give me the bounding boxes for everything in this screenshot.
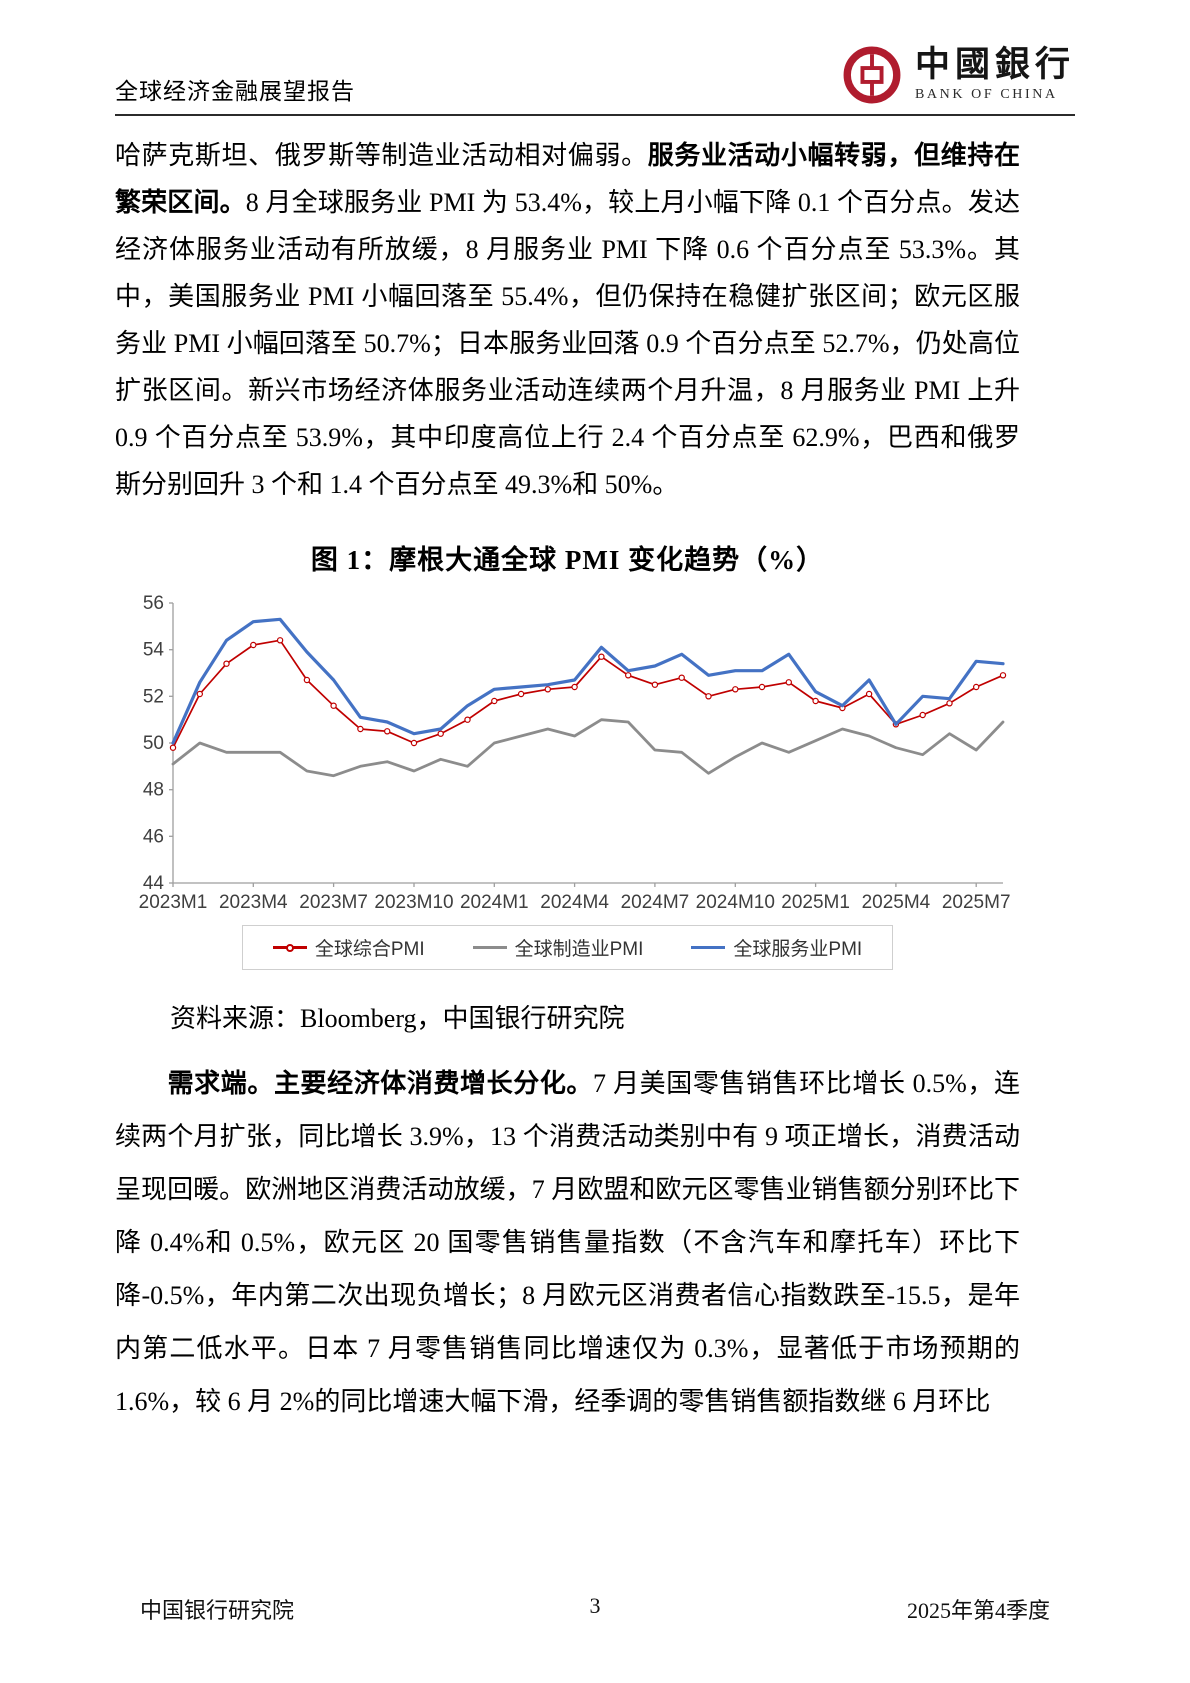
text-run-bold: 服务业活动小幅转弱，但维持在繁荣区间。 [115,140,1020,217]
legend-item: 全球服务业PMI [691,934,862,961]
legend-line-swatch [472,946,507,949]
svg-text:50: 50 [142,733,163,754]
figure-title: 图 1：摩根大通全球 PMI 变化趋势（%） [310,545,825,575]
text-run: 哈萨克斯坦、俄罗斯等制造业活动相对偏弱。 [115,141,648,170]
boc-emblem-icon [839,42,905,108]
legend-line-swatch [272,943,307,952]
pmi-chart-figure: 44 46 48 50 52 54 56 2023M1 2023M4 2023M7 2023M10 2… [115,591,1020,970]
text-run: 8 月全球服务业 PMI 为 53.4%，较上月小幅下降 0.1 个百分点。发达… [115,188,1020,499]
page-number: 3 [589,1593,601,1618]
body-paragraph-2: 需求端。主要经济体消费增长分化。7 月美国零售销售环比增长 0.5%，连续两个月… [115,1057,1020,1428]
logo-en-name: BANK OF CHINA [914,86,1058,102]
svg-text:46: 46 [142,826,163,847]
svg-text:2024M10: 2024M10 [695,892,774,913]
boc-logo: 中國銀行 BANK OF CHINA [839,42,1075,108]
legend-item: 全球制造业PMI [472,934,644,961]
boc-logo-text: 中國銀行 BANK OF CHINA [914,45,1075,103]
body-paragraph-1: 哈萨克斯坦、俄罗斯等制造业活动相对偏弱。服务业活动小幅转弱，但维持在繁荣区间。8… [115,132,1020,508]
svg-text:56: 56 [142,593,163,614]
legend-label: 全球制造业PMI [514,939,644,960]
legend-line-swatch [691,946,726,949]
svg-text:52: 52 [142,686,163,707]
legend-label: 全球服务业PMI [733,939,863,960]
report-title: 全球经济金融展望报告 [115,79,355,104]
svg-text:2024M4: 2024M4 [540,892,609,913]
footer-institute: 中国银行研究院 [140,1598,295,1623]
page-footer: 中国银行研究院 3 2025年第4季度 [0,1593,1190,1625]
chart-legend: 全球综合PMI 全球制造业PMI 全球服务业PMI [241,925,894,970]
logo-cn-name: 中國銀行 [914,45,1075,85]
svg-text:2025M7: 2025M7 [941,892,1010,913]
text-run-bold: 需求端。主要经济体消费增长分化。 [167,1068,593,1098]
legend-label: 全球综合PMI [314,939,425,960]
svg-text:2025M1: 2025M1 [781,892,850,913]
svg-text:2024M7: 2024M7 [620,892,689,913]
page-header: 全球经济金融展望报告 中國銀行 BANK OF CHINA [115,0,1075,116]
text-run: 7 月美国零售销售环比增长 0.5%，连续两个月扩张，同比增长 3.9%，13 … [115,1069,1020,1416]
legend-marker-icon [285,943,294,952]
svg-text:54: 54 [142,640,164,661]
page-content: 哈萨克斯坦、俄罗斯等制造业活动相对偏弱。服务业活动小幅转弱，但维持在繁荣区间。8… [115,132,1020,1428]
svg-text:44: 44 [142,873,164,894]
svg-text:2024M1: 2024M1 [459,892,528,913]
footer-issue: 2025年第4季度 [906,1598,1050,1623]
svg-text:2023M4: 2023M4 [218,892,287,913]
figure-source: 资料来源：Bloomberg，中国银行研究院 [170,1004,625,1033]
legend-item: 全球综合PMI [272,934,425,961]
svg-text:2025M4: 2025M4 [861,892,930,913]
svg-text:48: 48 [142,780,163,801]
svg-text:2023M1: 2023M1 [138,892,207,913]
pmi-line-chart: 44 46 48 50 52 54 56 2023M1 2023M4 2023M7 2023M10 2… [138,593,1010,913]
svg-text:2023M10: 2023M10 [374,892,453,913]
svg-text:2023M7: 2023M7 [299,892,368,913]
